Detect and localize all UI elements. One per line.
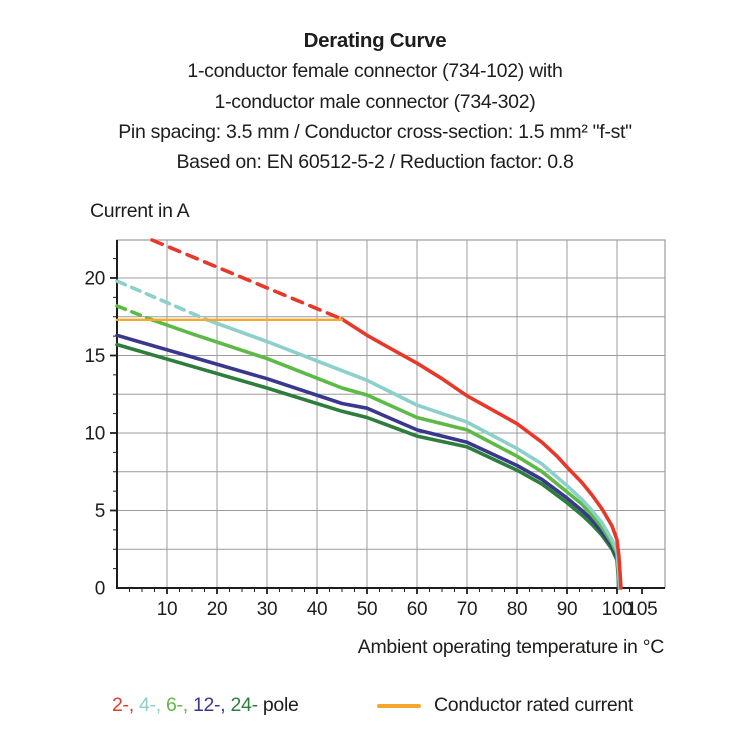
legend-part: 24- [230, 694, 263, 716]
chart-subtitle-2: 1-conductor male connector (734-302) [214, 90, 536, 113]
curve-24-pole [115, 342, 621, 590]
plot-frame [116, 239, 666, 589]
legend-part: 2-, [112, 694, 139, 716]
curve-6-pole [150, 318, 622, 590]
rated-current-swatch [377, 703, 421, 708]
y-tick-label: 5 [95, 501, 105, 522]
chart-subtitle-3: Pin spacing: 3.5 mm / Conductor cross-se… [118, 120, 632, 143]
x-tick-label: 70 [457, 599, 478, 620]
curve-12-pole [115, 333, 622, 590]
legend-rated: Conductor rated current [377, 694, 633, 717]
legend-part: 6-, [165, 694, 193, 716]
y-axis-title: Current in A [90, 200, 190, 222]
chart-subtitle-1: 1-conductor female connector (734-102) w… [187, 60, 563, 83]
chart-title: Derating Curve [303, 29, 447, 52]
x-axis-title: Ambient operating temperature in °C [357, 636, 665, 658]
x-tick-label: 60 [407, 599, 428, 620]
legend-part: 12-, [192, 694, 231, 716]
x-tick-label: 10 [157, 599, 178, 620]
legend-part: pole [262, 694, 299, 716]
x-tick-label: 50 [357, 599, 378, 620]
legend-part: 4-, [138, 694, 166, 716]
chart-area: 0 5 10 15 20 10 20 30 40 50 60 70 80 90 100 105 [80, 230, 700, 630]
x-tick-label: 20 [207, 599, 228, 620]
y-tick-label: 20 [84, 268, 105, 289]
x-tick-label: 105 [627, 599, 658, 620]
chart-subtitle-4: Based on: EN 60512-5-2 / Reduction facto… [176, 151, 574, 174]
y-tick-label: 10 [84, 423, 105, 444]
curve-4-pole-dashed [115, 279, 209, 322]
curve-2-pole-dashed [150, 238, 344, 321]
curve-4-pole [205, 318, 622, 590]
rated-current-label: Conductor rated current [434, 694, 634, 716]
curve-6-pole-dashed [115, 304, 154, 322]
chart-header: Derating Curve 1-conductor female connec… [0, 26, 750, 177]
y-tick-label: 15 [84, 346, 105, 367]
y-tick-label: 0 [95, 579, 105, 600]
x-tick-label: 80 [507, 599, 528, 620]
curve-2-pole [340, 317, 623, 590]
x-tick-label: 40 [307, 599, 328, 620]
x-tick-label: 100 [602, 599, 633, 620]
legend-poles: 2-, 4-, 6-, 12-, 24- pole [112, 694, 299, 717]
x-tick-label: 90 [557, 599, 578, 620]
x-tick-label: 30 [257, 599, 278, 620]
